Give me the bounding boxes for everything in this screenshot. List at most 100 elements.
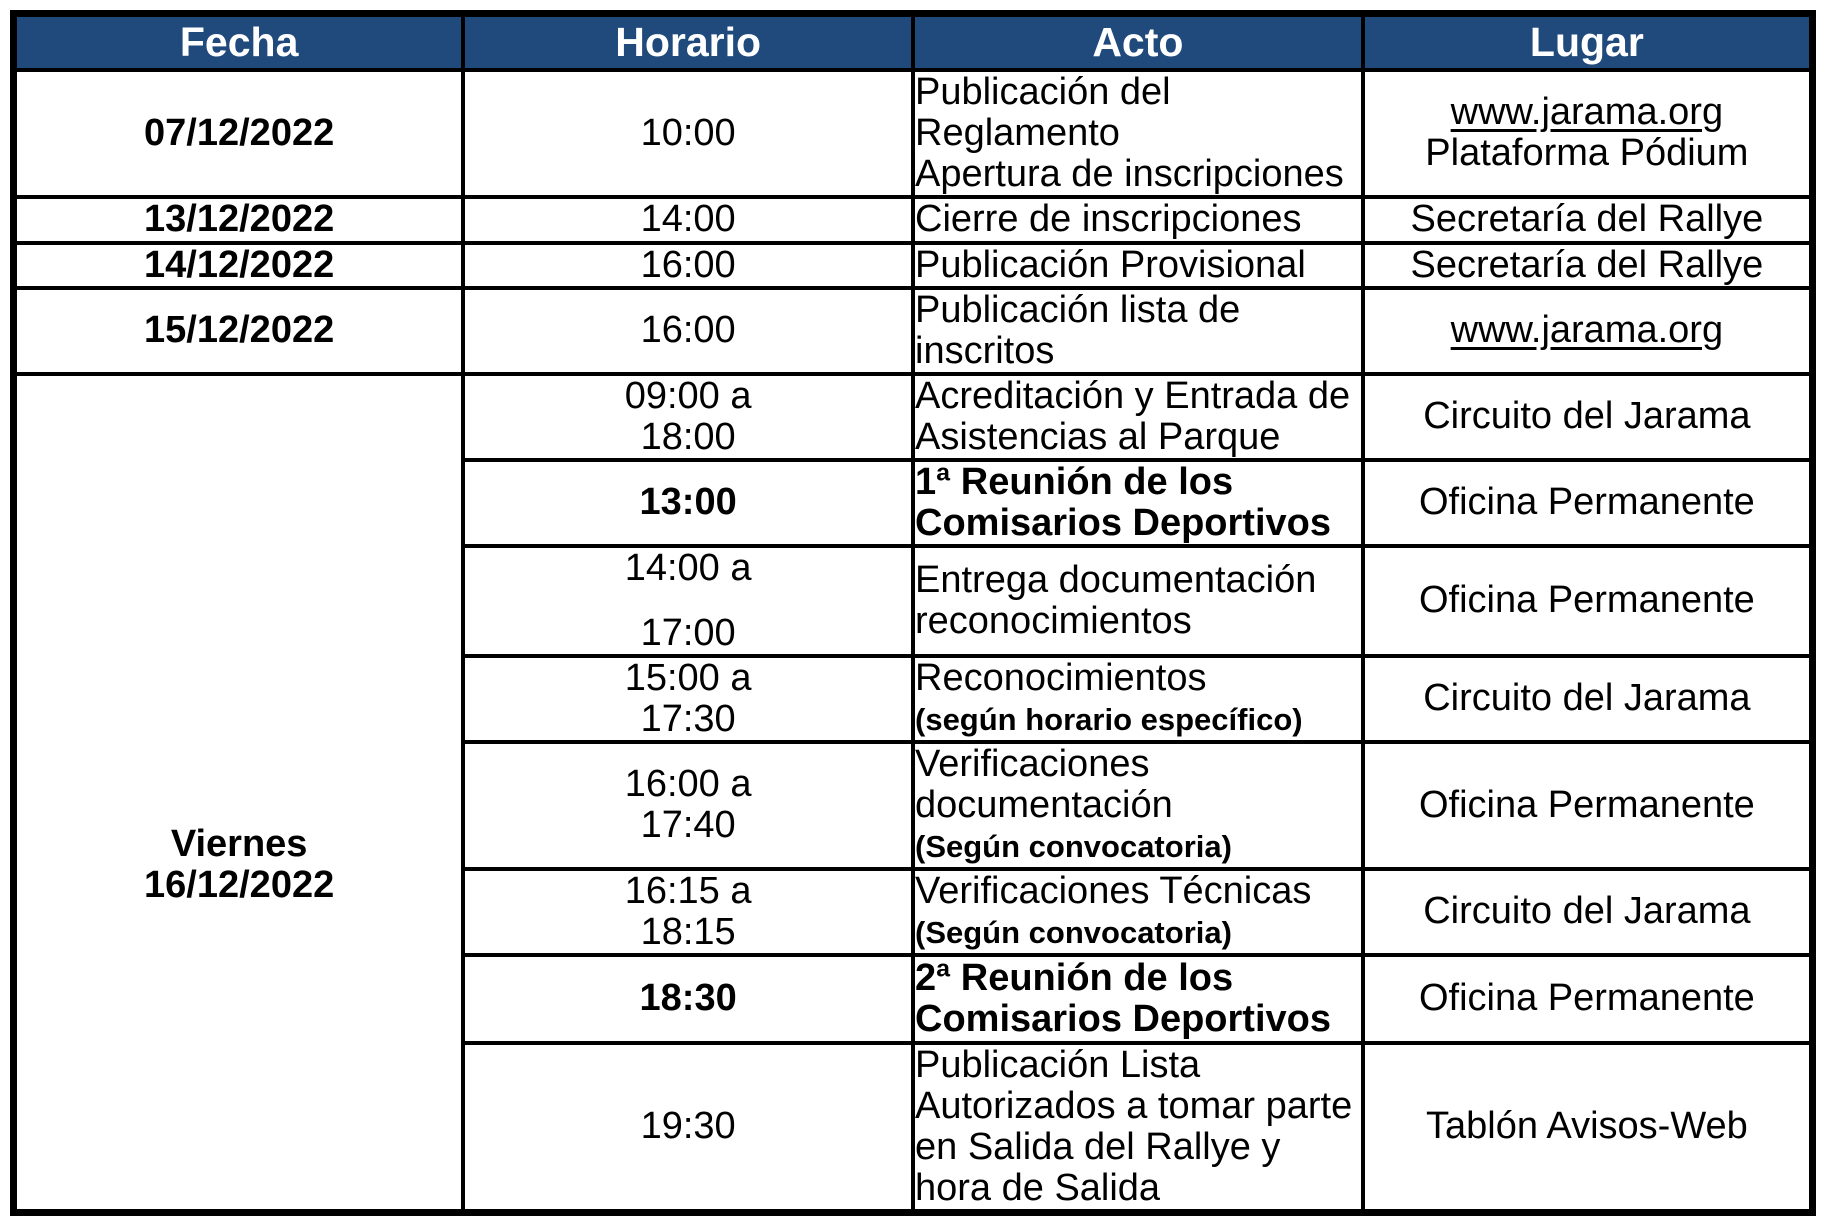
cell-line: Cierre de inscripciones <box>915 198 1302 240</box>
cell-line: Secretaría del Rallye <box>1410 243 1764 286</box>
acto-cell: Publicación lista de inscritos <box>911 285 1365 376</box>
cell-line: 16:00 <box>640 309 736 351</box>
cell-line: Publicación Lista Autorizados a tomar pa… <box>915 1043 1353 1127</box>
lugar-cell: Oficina Permanente <box>1360 739 1815 871</box>
cell-line: (según horario específico) <box>915 701 1303 737</box>
cell-line: 18:00 <box>640 415 736 458</box>
header-acto: Acto <box>911 11 1365 72</box>
cell-line: Oficina Permanente <box>1418 783 1755 826</box>
cell-line: 07/12/2022 <box>144 111 335 154</box>
lugar-cell: Oficina Permanente <box>1360 543 1815 658</box>
lugar-cell: Tablón Avisos-Web <box>1360 1040 1815 1214</box>
cell-line: 16:00 a <box>624 763 752 805</box>
schedule-body: 07/12/2022 10:00 Publicación del Reglament… <box>11 67 1815 1214</box>
table-row: 13:00 1ª Reunión de los Comisarios Deport… <box>14 457 1815 548</box>
jarama-link[interactable]: www.jarama.org <box>1450 309 1724 351</box>
header-horario: Horario <box>461 11 915 72</box>
cell-line: 13:00 <box>639 481 737 523</box>
cell-line: 16:15 a <box>624 869 752 912</box>
cell-line: 10:00 <box>640 111 736 154</box>
cell-line: Circuito del Jarama <box>1423 395 1751 437</box>
cell-line: 17:00 <box>640 611 736 654</box>
table-row: Viernes 16/12/2022 09:00 a 18:00 Acreditació… <box>11 371 1815 1214</box>
cell-line: (Según convocatoria) <box>915 828 1232 864</box>
fecha-cell: 14/12/2022 <box>11 240 466 290</box>
cell-line: Publicación del Reglamento <box>915 70 1171 154</box>
cell-line: Publicación lista de inscritos <box>915 288 1241 372</box>
acto-cell: Cierre de inscripciones <box>911 194 1365 245</box>
horario-cell: 09:00 a 18:00 <box>461 371 915 462</box>
header-lugar: Lugar <box>1360 11 1815 72</box>
acto-cell: Publicación Provisional <box>911 240 1365 290</box>
table-row: 16:00 a 17:40 Verificaciones documentación… <box>14 739 1815 871</box>
cell-line: (Según convocatoria) <box>915 914 1232 950</box>
horario-cell: 16:00 a 17:40 <box>461 739 915 871</box>
jarama-link[interactable]: www.jarama.org <box>1450 91 1724 133</box>
cell-line: 18:15 <box>640 910 736 953</box>
table-row: 14/12/2022 16:00 Publicación Provisional Se… <box>11 240 1815 290</box>
cell-line: Oficina Permanente <box>1418 481 1755 523</box>
table-row: 16:15 a 18:15 Verificaciones Técnicas (Segú… <box>14 866 1815 957</box>
acto-cell: Publicación del Reglamento Apertura de in… <box>911 67 1365 199</box>
cell-line: Apertura de inscripciones <box>915 152 1344 195</box>
lugar-cell: Secretaría del Rallye <box>1360 240 1815 290</box>
cell-line: Oficina Permanente <box>1418 977 1755 1019</box>
cell-line: Circuito del Jarama <box>1423 677 1751 719</box>
horario-cell: 16:00 <box>461 285 915 376</box>
cell-line: Tablón Avisos-Web <box>1425 1105 1748 1147</box>
header-row: Fecha Horario Acto Lugar <box>11 11 1815 72</box>
cell-line: Oficina Permanente <box>1418 579 1755 621</box>
acto-cell: Publicación Lista Autorizados a tomar pa… <box>911 1040 1365 1214</box>
fecha-cell-viernes: Viernes 16/12/2022 <box>11 371 466 1214</box>
lugar-cell: Circuito del Jarama <box>1360 371 1815 462</box>
cell-line: Publicación Provisional <box>915 243 1306 286</box>
cell-line: 16/12/2022 <box>144 863 335 906</box>
cell-line: 14:00 a <box>624 546 752 589</box>
cell-line: Viernes <box>170 822 308 865</box>
acto-cell: Verificaciones Técnicas (Según convocator… <box>911 866 1365 957</box>
cell-line: 13/12/2022 <box>144 198 335 240</box>
acto-cell: Verificaciones documentación (Según convo… <box>911 739 1365 871</box>
lugar-cell: www.jarama.org Plataforma Pódium <box>1360 67 1815 199</box>
horario-cell: 13:00 <box>461 457 915 548</box>
header-fecha: Fecha <box>11 11 466 72</box>
horario-cell: 14:00 a 17:00 <box>461 543 915 658</box>
lugar-cell: Circuito del Jarama <box>1360 653 1815 744</box>
lugar-cell: Oficina Permanente <box>1360 457 1815 548</box>
cell-line: 1ª Reunión de los Comisarios Deportivos <box>915 460 1331 544</box>
fecha-cell: 13/12/2022 <box>11 194 466 245</box>
cell-line: 2ª Reunión de los Comisarios Deportivos <box>915 956 1331 1040</box>
cell-line: 16:00 <box>640 243 736 286</box>
table-row: 15/12/2022 16:00 Publicación lista de insc… <box>11 285 1815 376</box>
acto-cell: 1ª Reunión de los Comisarios Deportivos <box>911 457 1365 548</box>
cell-line: 18:30 <box>639 977 737 1019</box>
cell-line: Verificaciones Técnicas <box>915 869 1312 912</box>
lugar-cell: www.jarama.org <box>1360 285 1815 376</box>
cell-line: Circuito del Jarama <box>1423 890 1751 932</box>
cell-line: Plataforma Pódium <box>1425 132 1749 174</box>
cell-line: 17:40 <box>640 804 736 846</box>
cell-line: en Salida del Rallye y hora de Salida <box>915 1125 1281 1209</box>
acto-cell: Reconocimientos (según horario específico… <box>911 653 1365 744</box>
cell-line: 15:00 a <box>624 656 752 699</box>
acto-cell: 2ª Reunión de los Comisarios Deportivos <box>911 952 1365 1045</box>
table-row: 07/12/2022 10:00 Publicación del Reglament… <box>11 67 1815 199</box>
fecha-cell: 07/12/2022 <box>11 67 466 199</box>
cell-line: Reconocimientos <box>915 656 1207 699</box>
fecha-cell: 15/12/2022 <box>11 285 466 376</box>
cell-line: 17:30 <box>640 697 736 740</box>
horario-cell: 18:30 <box>461 952 915 1045</box>
horario-cell: 16:15 a 18:15 <box>461 866 915 957</box>
acto-cell: Acreditación y Entrada de Asistencias al… <box>911 371 1365 462</box>
viernes-label: Viernes 16/12/2022 <box>17 822 459 906</box>
lugar-cell: Oficina Permanente <box>1360 952 1815 1045</box>
cell-line: Verificaciones documentación <box>915 742 1173 826</box>
acto-cell: Entrega documentación reconocimientos <box>911 543 1365 658</box>
cell-line: Entrega documentación reconocimientos <box>915 558 1317 642</box>
horario-cell: 19:30 <box>461 1040 915 1214</box>
horario-cell: 14:00 <box>461 194 915 245</box>
table-header: Fecha Horario Acto Lugar <box>11 11 1815 72</box>
cell-line: 14/12/2022 <box>144 243 335 286</box>
cell-line: Secretaría del Rallye <box>1410 198 1764 240</box>
horario-cell: 15:00 a 17:30 <box>461 653 915 744</box>
